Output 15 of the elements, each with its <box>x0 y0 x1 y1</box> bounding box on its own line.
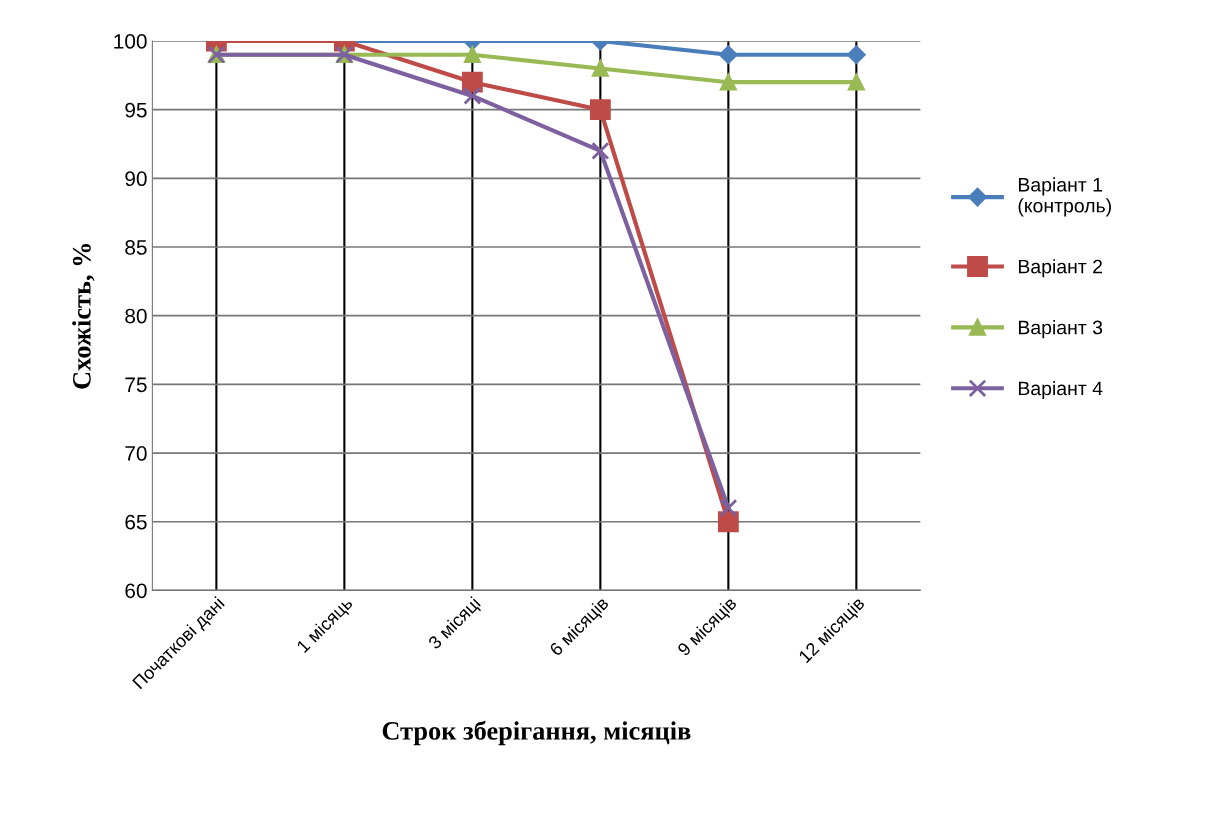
y-tick-label: 85 <box>125 240 147 255</box>
y-tick-label: 80 <box>125 308 147 324</box>
legend-label: Варіант 1 (контроль) <box>1018 177 1111 217</box>
legend-label: Варіант 4 <box>1018 380 1103 400</box>
legend-label: Варіант 3 <box>1018 320 1103 339</box>
y-tick-label: 90 <box>125 171 147 187</box>
y-tick-label: 70 <box>125 446 147 461</box>
y-tick-label: 65 <box>125 514 147 530</box>
legend-label: Варіант 2 <box>1018 259 1102 278</box>
x-axis-title: Строк зберігання, місяців <box>382 720 691 746</box>
y-tick-label: 60 <box>125 583 147 599</box>
y-tick-label: 75 <box>125 377 147 393</box>
y-axis-title: Схожість, % <box>72 243 95 389</box>
y-tick-label: 95 <box>125 102 147 118</box>
y-tick-label: 100 <box>114 34 147 49</box>
